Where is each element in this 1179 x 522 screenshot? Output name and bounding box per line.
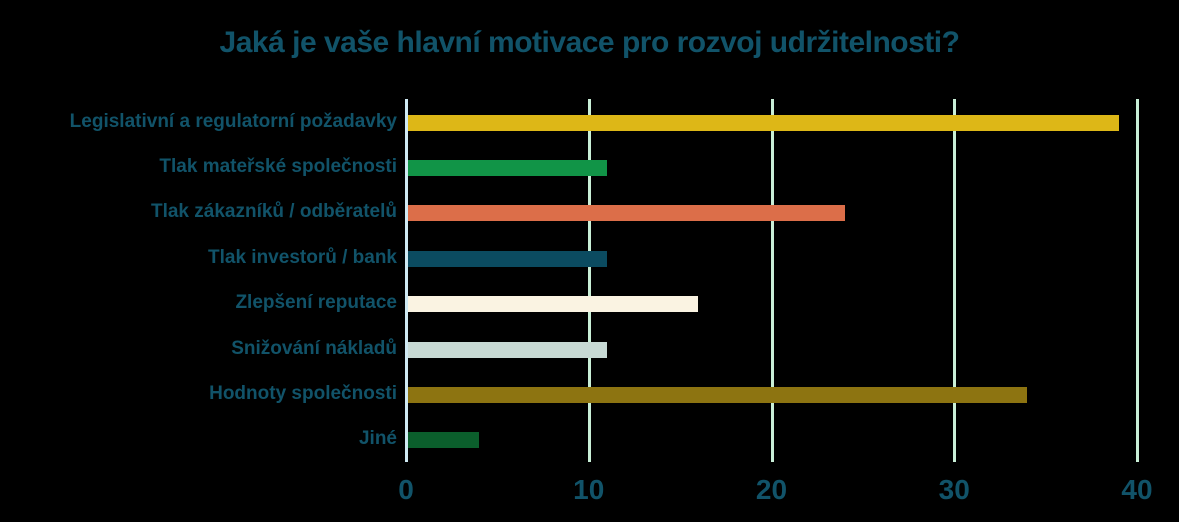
gridline	[1136, 99, 1139, 462]
category-label: Snižování nákladů	[231, 337, 397, 359]
bar	[408, 341, 608, 358]
chart-title: Jaká je vaše hlavní motivace pro rozvoj …	[219, 26, 960, 59]
category-label: Tlak zákazníků / odběratelů	[150, 201, 397, 223]
bar	[408, 386, 1028, 403]
bar	[408, 205, 845, 222]
category-label: Tlak investorů / bank	[208, 246, 397, 268]
bar	[408, 432, 480, 449]
gridline	[587, 99, 591, 462]
category-label: Legislativní a regulatorní požadavky	[69, 110, 397, 132]
category-label: Tlak mateřské společnosti	[159, 156, 397, 178]
x-axis-tick-label: 10	[573, 474, 605, 505]
x-axis-tick-label: 30	[938, 474, 970, 505]
category-label: Zlepšení reputace	[235, 292, 397, 314]
bar	[408, 114, 1119, 131]
bar	[408, 296, 699, 313]
gridline	[953, 99, 957, 462]
category-label: Hodnoty společnosti	[209, 382, 397, 404]
x-axis-tick-label: 20	[755, 474, 788, 505]
bar	[408, 250, 608, 267]
zero-axis-line	[405, 99, 408, 462]
x-axis-tick-label: 0	[398, 474, 414, 505]
gridline	[770, 99, 774, 462]
bar	[408, 160, 608, 177]
x-axis-tick-label: 40	[1121, 474, 1153, 505]
category-label: Jiné	[358, 428, 397, 450]
